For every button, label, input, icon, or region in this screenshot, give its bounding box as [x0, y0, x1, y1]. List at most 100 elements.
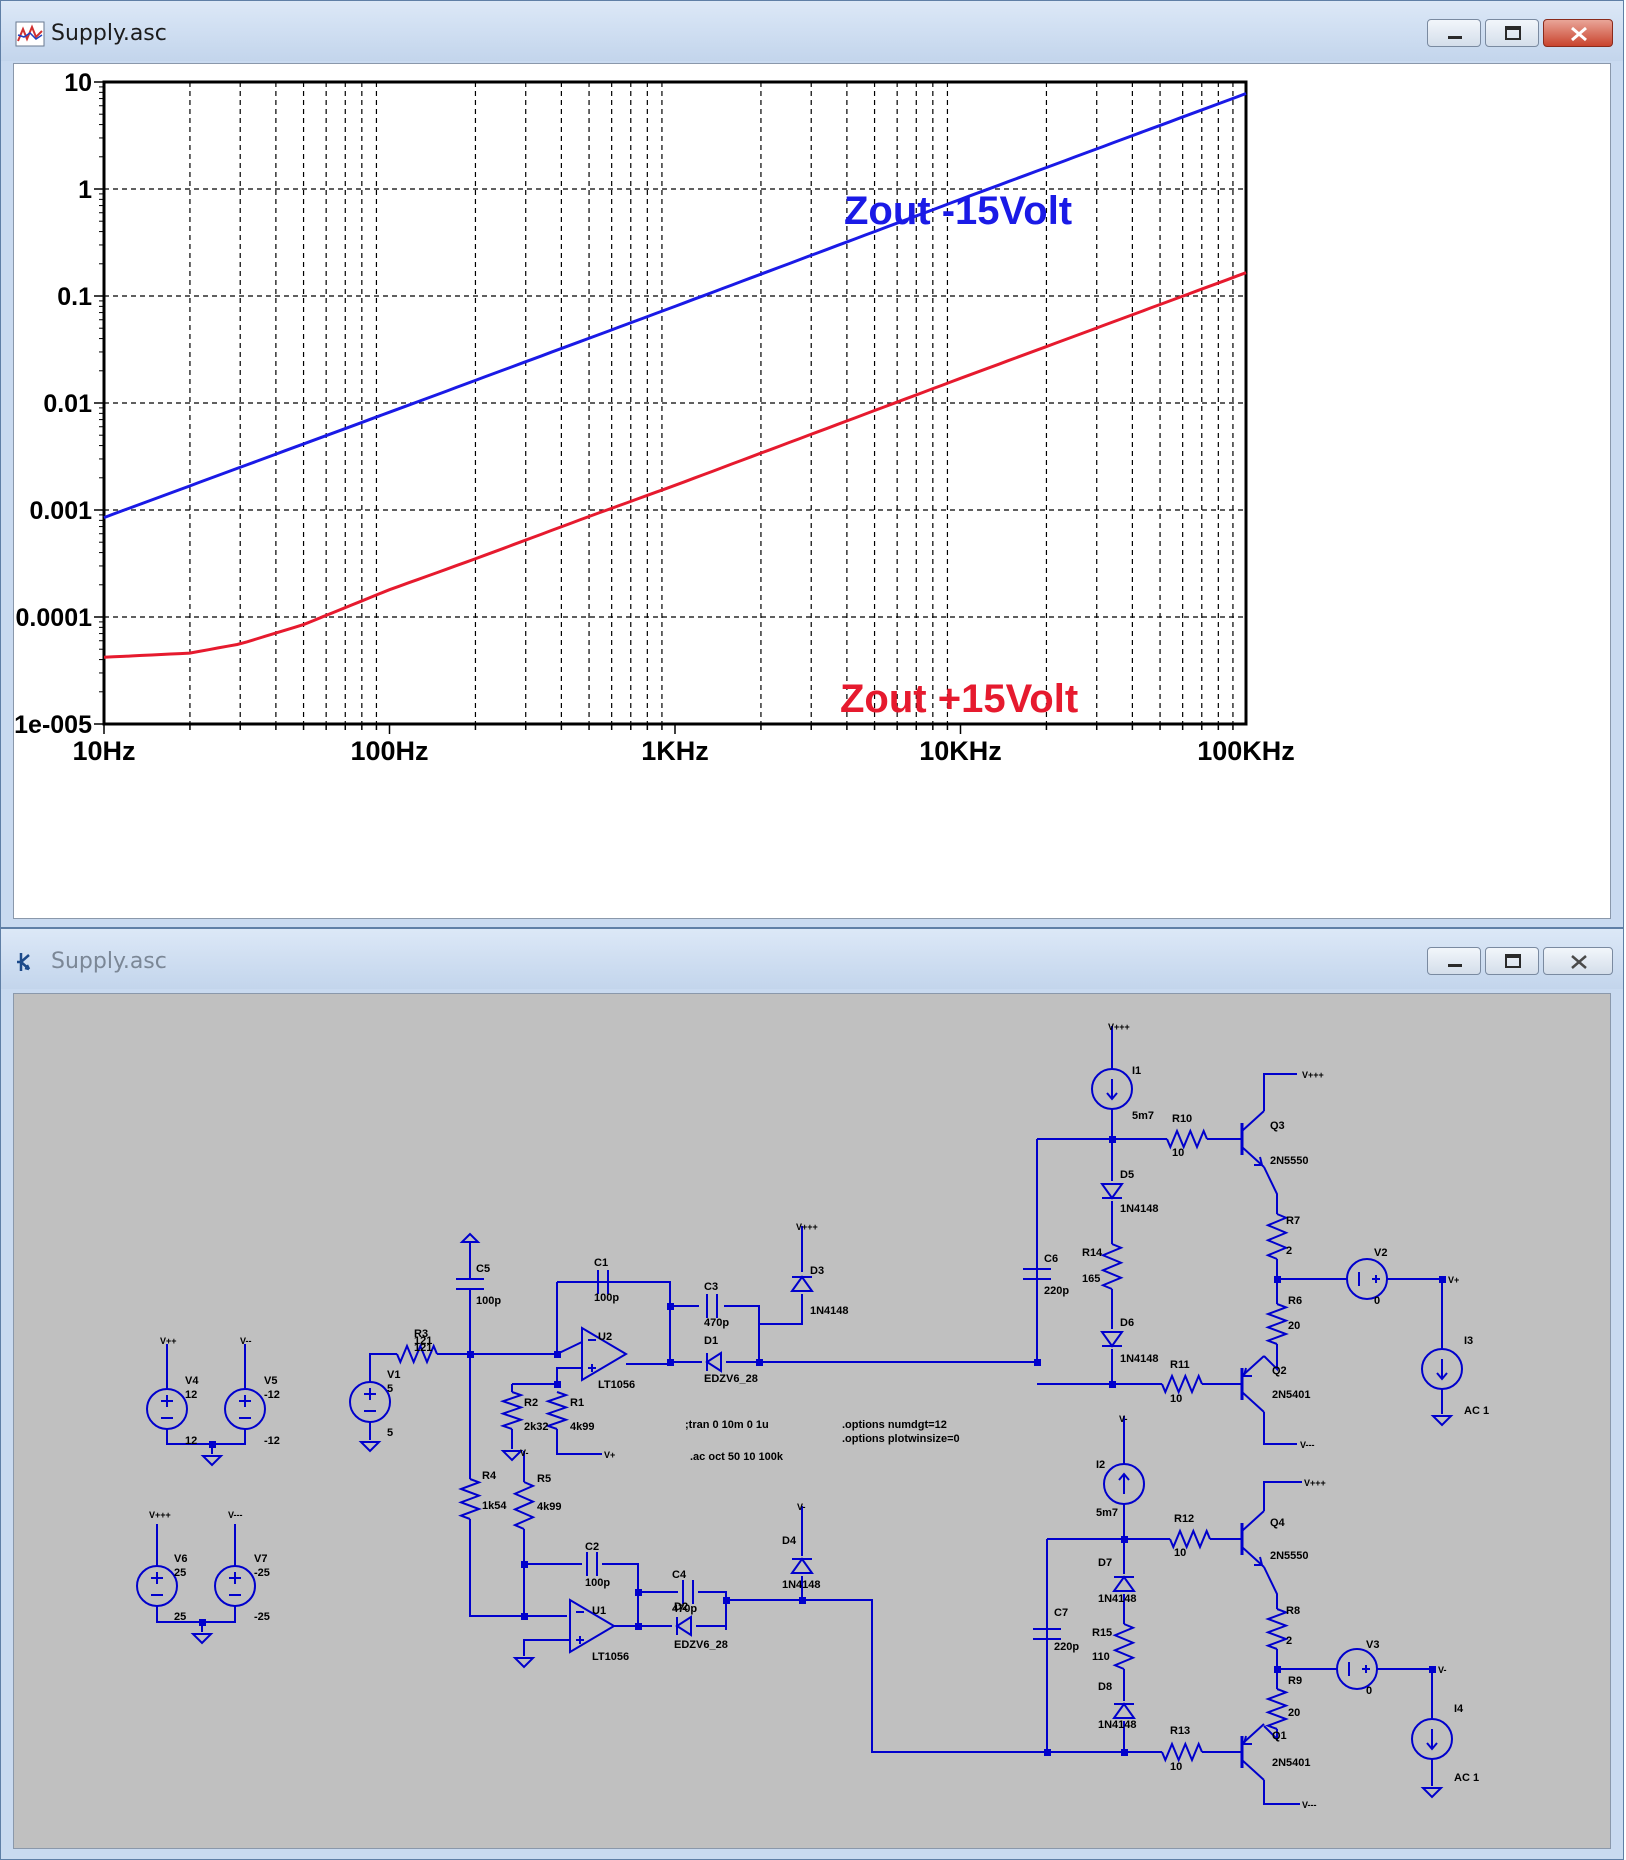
spice-directive[interactable]: .ac oct 50 10 100k: [690, 1451, 784, 1463]
r5-value: 4k99: [537, 1501, 561, 1513]
i2-designator: I2: [1096, 1459, 1105, 1471]
r12-designator: R12: [1174, 1513, 1194, 1525]
net-label-vppp: V+++: [149, 1510, 171, 1520]
diode[interactable]: [1100, 1183, 1124, 1200]
resistor[interactable]: [512, 1481, 536, 1530]
schematic-window-titlebar[interactable]: Supply.asc: [1, 929, 1623, 989]
voltage-source[interactable]: [146, 1388, 188, 1430]
minimize-button[interactable]: [1427, 947, 1481, 975]
npn-transistor[interactable]: [1240, 1510, 1265, 1568]
r6-value: 20: [1288, 1320, 1300, 1332]
resistor[interactable]: [1265, 1688, 1289, 1730]
c3-designator: C3: [704, 1281, 718, 1293]
d3-value: 1N4148: [810, 1305, 849, 1317]
v7-designator: V7: [254, 1553, 267, 1565]
diode[interactable]: [675, 1615, 692, 1637]
u2-designator: U2: [598, 1331, 612, 1343]
diode[interactable]: [1112, 1575, 1136, 1592]
resistor[interactable]: [1265, 1608, 1289, 1650]
pnp-transistor[interactable]: [1240, 1355, 1265, 1413]
close-button[interactable]: [1543, 19, 1613, 47]
c2-value: 100p: [585, 1577, 610, 1589]
resistor[interactable]: [1265, 1213, 1289, 1260]
current-source[interactable]: [1411, 1718, 1453, 1760]
resistor[interactable]: [1100, 1243, 1124, 1290]
resistor[interactable]: [544, 1391, 570, 1430]
plot-pane[interactable]: 10Hz 100Hz 1KHz 10KHz 100KHz 10 1 0.1 0.01 0.001 0…: [13, 63, 1611, 919]
spice-directive[interactable]: .options numdgt=12: [842, 1419, 947, 1431]
resistor[interactable]: [1265, 1303, 1289, 1345]
junction: [1109, 1381, 1116, 1388]
spice-directive[interactable]: ;tran 0 10m 0 1u: [685, 1419, 769, 1431]
capacitor[interactable]: [706, 1294, 718, 1318]
v6-value: 25: [174, 1567, 186, 1579]
d8-value: 1N4148: [1098, 1719, 1137, 1731]
c7-value: 220p: [1054, 1641, 1079, 1653]
resistor[interactable]: [499, 1391, 525, 1430]
plot-window-titlebar[interactable]: Supply.asc: [1, 1, 1623, 61]
y-tick-label: 0.1: [57, 283, 92, 311]
diode[interactable]: [1100, 1331, 1124, 1348]
r3-value: 121: [414, 1342, 432, 1354]
net-label-vmmm3: V---: [1302, 1800, 1317, 1810]
npn-transistor[interactable]: [1240, 1110, 1265, 1168]
resistor[interactable]: [458, 1478, 482, 1520]
voltage-source[interactable]: [214, 1565, 256, 1607]
voltage-source[interactable]: [224, 1388, 266, 1430]
capacitor[interactable]: [1023, 1268, 1051, 1280]
v5-designator: V5: [264, 1375, 277, 1387]
minimize-button[interactable]: [1427, 19, 1481, 47]
ground-symbol: [512, 1657, 536, 1669]
pnp-transistor[interactable]: [1240, 1723, 1265, 1781]
diode[interactable]: [705, 1351, 722, 1373]
d6-designator: D6: [1120, 1317, 1134, 1329]
schematic-canvas[interactable]: V4 12 V5 -12 12 -12 V++ V-- V6 25 V7 -25 25 -25 V+++ V-…: [13, 993, 1611, 1849]
q3-value: 2N5550: [1270, 1155, 1309, 1167]
diode[interactable]: [790, 1557, 814, 1574]
capacitor[interactable]: [682, 1580, 694, 1604]
resistor[interactable]: [1161, 1373, 1203, 1395]
schematic-window-title: Supply.asc: [51, 949, 167, 974]
wire: [556, 1341, 583, 1355]
voltage-source[interactable]: [1336, 1648, 1378, 1690]
voltage-source[interactable]: [136, 1565, 178, 1607]
current-source[interactable]: [1103, 1463, 1145, 1505]
maximize-button[interactable]: [1485, 947, 1539, 975]
voltage-source[interactable]: [349, 1381, 391, 1423]
resistor[interactable]: [396, 1343, 438, 1365]
resistor[interactable]: [1112, 1623, 1136, 1670]
capacitor[interactable]: [597, 1270, 609, 1294]
d2-designator: D2: [674, 1601, 688, 1613]
maximize-button[interactable]: [1485, 19, 1539, 47]
current-source[interactable]: [1421, 1348, 1463, 1390]
v2-value: 0: [1374, 1295, 1380, 1307]
voltage-source[interactable]: [1346, 1258, 1388, 1300]
capacitor[interactable]: [456, 1278, 484, 1290]
current-source[interactable]: [1091, 1068, 1133, 1110]
capacitor[interactable]: [1033, 1628, 1061, 1640]
close-button[interactable]: [1543, 947, 1613, 975]
schematic-window[interactable]: Supply.asc V4 12 V5 -12 12 -12 V++ V-- V6 25 V7 -25…: [0, 928, 1624, 1860]
diode[interactable]: [790, 1275, 814, 1292]
i1-value: 5m7: [1132, 1110, 1154, 1122]
plot-window[interactable]: Supply.asc 10Hz 100Hz 1KHz 10KHz 100KHz 10 1 0.…: [0, 0, 1624, 928]
resistor[interactable]: [1161, 1741, 1203, 1763]
junction: [723, 1597, 730, 1604]
net-label-vm4: V-: [1438, 1665, 1447, 1675]
r7-value: 2: [1286, 1245, 1292, 1257]
wire: [166, 1429, 246, 1445]
junction: [1429, 1666, 1436, 1673]
capacitor[interactable]: [586, 1552, 598, 1576]
net-label-vpp: V++: [160, 1336, 177, 1346]
spice-directive[interactable]: .options plotwinsize=0: [842, 1433, 960, 1445]
resistor[interactable]: [1169, 1528, 1211, 1550]
series-line-1: [103, 271, 1247, 659]
wire: [1263, 1780, 1300, 1805]
wire: [1263, 1725, 1278, 1742]
resistor[interactable]: [1166, 1128, 1208, 1150]
opamp[interactable]: [569, 1598, 616, 1654]
opamp[interactable]: [581, 1326, 628, 1382]
diode[interactable]: [1112, 1702, 1136, 1719]
impedance-chart[interactable]: 10Hz 100Hz 1KHz 10KHz 100KHz 10 1 0.1 0.01 0.001 0…: [14, 64, 1610, 918]
